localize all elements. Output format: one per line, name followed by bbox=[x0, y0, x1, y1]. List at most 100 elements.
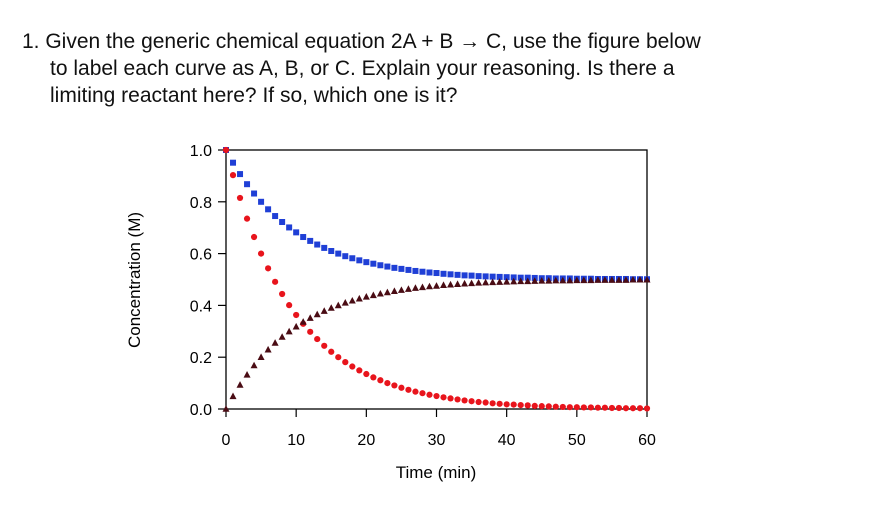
data-point-circle bbox=[356, 367, 363, 374]
data-point-circle bbox=[370, 374, 377, 381]
x-tick-label: 0 bbox=[222, 432, 231, 449]
data-point-triangle bbox=[306, 314, 314, 321]
data-point-circle bbox=[412, 388, 419, 395]
question-line-2: to label each curve as A, B, or C. Expla… bbox=[50, 57, 675, 80]
data-point-triangle bbox=[285, 327, 293, 335]
data-point-triangle bbox=[482, 278, 490, 286]
data-point-square bbox=[454, 271, 461, 278]
data-point-circle bbox=[419, 390, 426, 397]
data-point-square bbox=[300, 234, 307, 241]
data-point-square bbox=[230, 159, 237, 166]
data-point-circle bbox=[286, 302, 293, 309]
data-point-triangle bbox=[404, 285, 412, 292]
data-point-triangle bbox=[489, 278, 497, 286]
data-point-square bbox=[307, 237, 314, 244]
question-line-3: limiting reactant here? If so, which one… bbox=[50, 84, 458, 107]
x-tick-label: 40 bbox=[498, 432, 516, 449]
question-text: 1. Given the generic chemical equation 2… bbox=[22, 28, 862, 109]
data-point-square bbox=[279, 219, 286, 226]
data-point-triangle bbox=[292, 322, 300, 330]
data-point-circle bbox=[531, 402, 538, 409]
data-point-circle bbox=[643, 405, 651, 412]
data-point-triangle bbox=[615, 276, 623, 283]
data-point-square bbox=[412, 267, 419, 274]
data-point-triangle bbox=[425, 282, 433, 290]
data-point-square bbox=[293, 229, 300, 236]
data-point-triangle bbox=[636, 275, 644, 283]
data-point-square bbox=[314, 241, 321, 248]
data-point-circle bbox=[468, 398, 475, 405]
data-point-square bbox=[419, 268, 426, 275]
data-point-circle bbox=[349, 363, 356, 370]
data-point-circle bbox=[566, 404, 573, 411]
data-point-circle bbox=[538, 403, 545, 410]
data-point-circle bbox=[475, 398, 482, 406]
data-point-triangle bbox=[566, 276, 574, 284]
data-point-circle bbox=[587, 404, 594, 411]
data-point-circle bbox=[454, 396, 461, 403]
data-point-square bbox=[447, 271, 454, 278]
data-point-square bbox=[321, 244, 328, 251]
data-point-square bbox=[482, 273, 489, 280]
data-point-circle bbox=[426, 391, 433, 398]
data-point-square bbox=[363, 259, 370, 266]
series-square-markers bbox=[223, 147, 650, 283]
data-point-square bbox=[433, 270, 440, 277]
data-point-triangle bbox=[341, 299, 349, 306]
data-point-circle bbox=[636, 405, 644, 412]
data-point-circle bbox=[265, 265, 272, 272]
data-point-circle bbox=[391, 382, 398, 389]
data-point-circle bbox=[377, 377, 384, 384]
data-point-triangle bbox=[608, 276, 616, 283]
data-point-circle bbox=[482, 399, 489, 406]
data-point-square bbox=[468, 272, 475, 279]
data-point-triangle bbox=[376, 289, 384, 297]
data-point-triangle bbox=[531, 277, 539, 284]
data-point-circle bbox=[510, 401, 517, 408]
data-point-circle bbox=[489, 400, 496, 407]
data-point-circle bbox=[243, 215, 251, 222]
question-line-1: 1. Given the generic chemical equation 2… bbox=[22, 30, 701, 53]
data-point-triangle bbox=[264, 345, 272, 353]
data-point-triangle bbox=[411, 284, 419, 291]
data-point-circle bbox=[398, 384, 405, 391]
data-point-triangle bbox=[524, 277, 532, 285]
data-point-square bbox=[405, 266, 412, 273]
data-point-circle bbox=[580, 404, 587, 411]
data-point-square bbox=[426, 269, 433, 276]
data-point-circle bbox=[496, 400, 503, 407]
series-circle-markers bbox=[222, 146, 651, 412]
data-point-circle bbox=[321, 342, 328, 349]
data-point-square bbox=[384, 263, 391, 270]
data-point-triangle bbox=[559, 276, 567, 284]
data-point-circle bbox=[601, 404, 609, 411]
data-point-circle bbox=[272, 278, 279, 285]
data-point-circle bbox=[293, 311, 300, 319]
data-point-circle bbox=[545, 403, 552, 410]
x-tick-label: 10 bbox=[287, 432, 305, 449]
data-point-circle bbox=[440, 394, 447, 401]
x-tick-label: 60 bbox=[638, 432, 656, 449]
data-point-triangle bbox=[545, 276, 553, 284]
data-point-triangle bbox=[594, 276, 602, 283]
data-point-triangle bbox=[278, 333, 286, 340]
data-point-triangle bbox=[362, 293, 370, 300]
data-point-square bbox=[335, 250, 342, 257]
data-point-triangle bbox=[327, 304, 335, 311]
data-point-triangle bbox=[580, 276, 588, 284]
data-point-triangle bbox=[573, 276, 581, 284]
data-point-triangle bbox=[475, 279, 483, 286]
y-tick-label: 0.2 bbox=[190, 350, 212, 367]
series-triangle-markers bbox=[222, 275, 651, 412]
data-point-circle bbox=[629, 405, 637, 412]
data-point-circle bbox=[335, 354, 342, 361]
data-point-circle bbox=[461, 397, 468, 404]
data-point-triangle bbox=[236, 381, 244, 388]
data-point-circle bbox=[279, 290, 286, 298]
data-point-circle bbox=[229, 172, 237, 179]
y-tick-label: 0.8 bbox=[190, 195, 212, 212]
data-point-triangle bbox=[461, 279, 469, 287]
data-point-square bbox=[391, 264, 398, 271]
data-point-square bbox=[496, 273, 503, 280]
data-point-triangle bbox=[222, 405, 230, 412]
